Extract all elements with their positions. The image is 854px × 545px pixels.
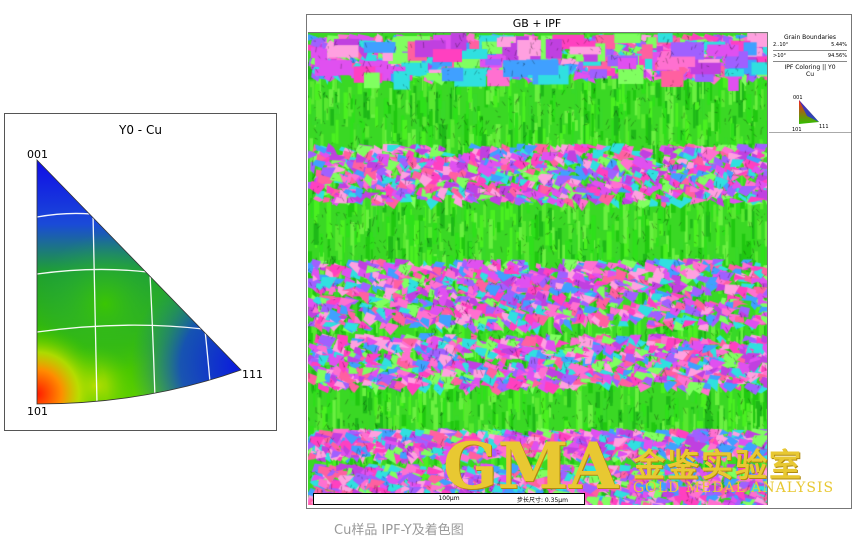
legend-tri-101: 101 <box>792 127 802 132</box>
pf-corner-111: 111 <box>242 368 263 381</box>
figure-caption: Cu样品 IPF-Y及着色图 <box>334 523 464 538</box>
legend-divider <box>773 50 847 51</box>
ipf-triangle: 001 101 111 <box>27 148 263 418</box>
pf-corner-101: 101 <box>27 405 48 418</box>
map-legend: Grain Boundaries 2..10° 5.44% >10° 94.56… <box>769 32 851 133</box>
ipf-map-canvas <box>308 33 767 505</box>
legend-gb-percent: 5.44% <box>831 42 847 48</box>
legend-gb-percent: 94.56% <box>827 53 847 59</box>
legend-tri-001: 001 <box>793 95 803 101</box>
legend-gb-title: Grain Boundaries <box>784 34 836 41</box>
ebsd-map-panel: GB + IPF Grain Boundaries 2..10° 5.44% >… <box>306 14 852 509</box>
map-title: GB + IPF <box>512 17 562 30</box>
legend-divider <box>773 61 847 62</box>
legend-gb-range: 2..10° <box>773 42 789 48</box>
pole-figure-panel: Y0 - Cu <box>4 113 277 431</box>
legend-tri-111: 111 <box>819 124 829 130</box>
step-size-label: 步长尺寸: 0.35µm <box>517 497 568 504</box>
legend-gb-range: >10° <box>773 53 787 59</box>
legend-gb-row: 2..10° 5.44% <box>769 41 851 49</box>
legend-ipf-triangle: 001 101 111 <box>792 95 829 132</box>
pole-figure-title: Y0 - Cu <box>119 123 162 137</box>
ipf-orientation-map <box>308 32 768 505</box>
legend-gb-row: >10° 94.56% <box>769 52 851 60</box>
pf-corner-001: 001 <box>27 148 48 161</box>
legend-ipf-phase: Cu <box>806 71 814 78</box>
scale-bar: 100µm <box>313 493 585 505</box>
legend-ipf-title: IPF Coloring || Y0 <box>784 64 836 71</box>
